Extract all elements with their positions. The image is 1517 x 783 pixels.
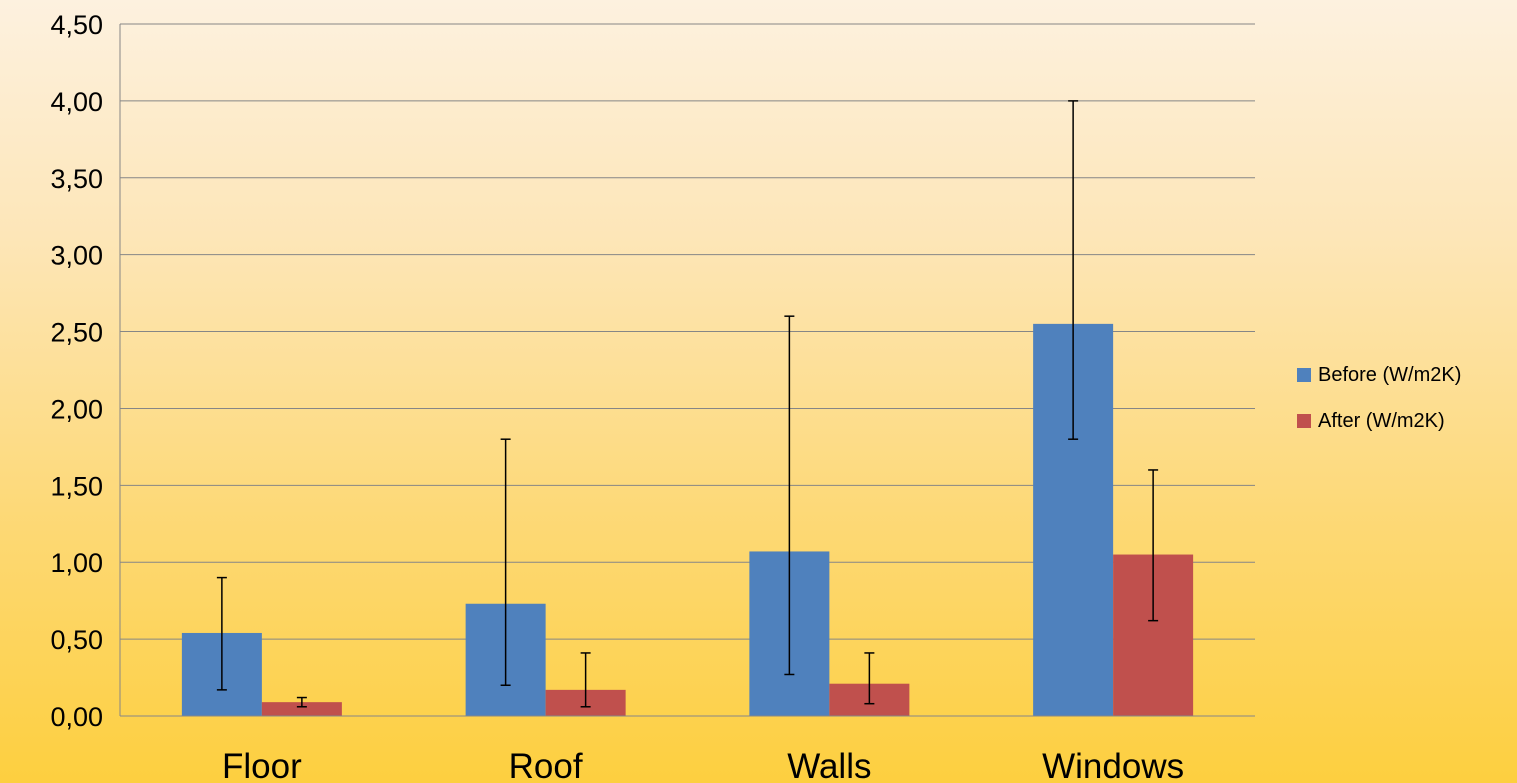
y-tick-label: 1,00 [50,548,103,578]
y-axis: 0,00 0,50 1,00 1,50 2,00 2,50 3,00 3,50 4,00 4,50 [50,10,121,732]
error-bars [216,100,1159,708]
gridlines [120,23,1255,717]
legend: Before (W/m2K) After (W/m2K) [1297,364,1461,432]
legend-swatch [1297,368,1311,382]
x-tick-label: Roof [509,747,583,783]
y-tick-label: 2,00 [50,394,103,424]
x-tick-label: Walls [787,747,871,783]
x-tick-label: Floor [222,747,302,783]
y-tick-label: 0,50 [50,625,103,655]
x-tick-label: Windows [1042,747,1184,783]
legend-label: Before (W/m2K) [1318,364,1461,386]
y-tick-label: 3,00 [50,241,103,271]
bars [181,323,1194,716]
legend-label: After (W/m2K) [1318,410,1445,432]
y-tick-label: 3,50 [50,164,103,194]
y-tick-label: 1,50 [50,471,103,501]
y-tick-label: 2,50 [50,318,103,348]
y-tick-label: 0,00 [50,702,103,732]
x-axis: Floor Roof Walls Windows [120,715,1255,783]
y-tick-label: 4,00 [50,87,103,117]
legend-swatch [1297,414,1311,428]
y-tick-label: 4,50 [50,10,103,40]
bar [261,702,342,716]
